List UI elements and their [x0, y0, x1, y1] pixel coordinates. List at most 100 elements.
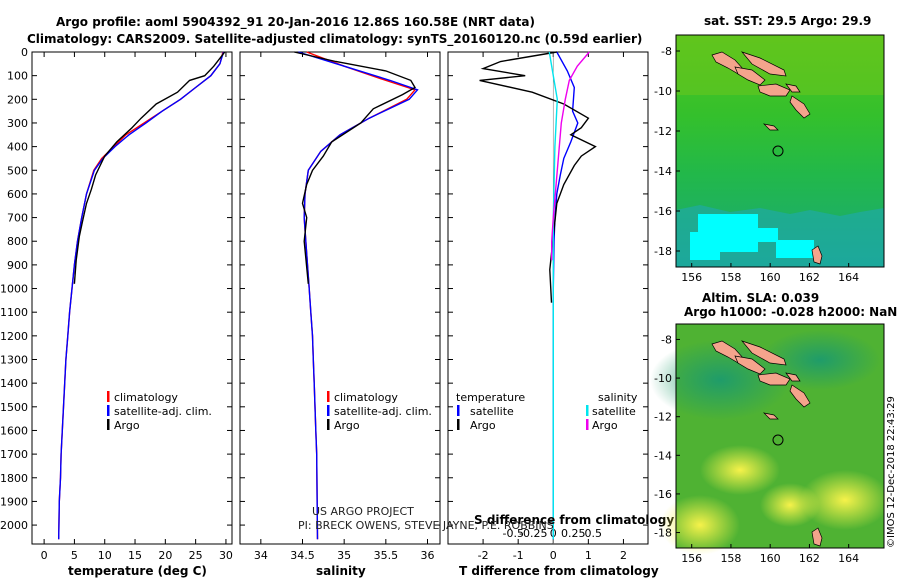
salinity-axis-label: salinity	[316, 564, 366, 578]
legend-argo-label: Argo	[334, 419, 360, 432]
lat-tick-label: -18	[654, 245, 672, 258]
x-tick-label: 36	[421, 549, 435, 562]
legend-argo-swatch	[327, 419, 330, 430]
lon-tick-label: 162	[799, 552, 820, 565]
sla-map-subtitle: Argo h1000: -0.028 h2000: NaN	[684, 305, 897, 319]
depth-tick-label: 1800	[0, 472, 28, 485]
series-salinity-satellite	[548, 51, 559, 540]
sst-warm-band	[676, 35, 884, 95]
lat-tick-label: -8	[661, 45, 672, 58]
figure-title-line1: Argo profile: aoml 5904392_91 20-Jan-201…	[56, 15, 535, 30]
depth-tick-label: 500	[7, 164, 28, 177]
salinity-panel-frame	[239, 51, 441, 545]
lon-tick-label: 162	[799, 271, 820, 284]
lon-tick-label: 164	[838, 271, 859, 284]
salinity-legend: climatology satellite-adj. clim. Argo	[327, 391, 432, 432]
x-tick-label: 20	[158, 549, 172, 562]
legend-s-sat-swatch	[586, 405, 589, 416]
island-rennell	[762, 412, 779, 420]
x-tick-label: 35.5	[374, 549, 399, 562]
legend-sat-swatch	[107, 405, 110, 416]
s-difference-axis-label: S difference from climatology	[474, 513, 674, 527]
x-tick-label: 25	[189, 549, 203, 562]
sla-map-frame	[675, 323, 885, 549]
sst-cold-patch	[690, 232, 720, 260]
legend-t-argo-label: Argo	[470, 419, 496, 432]
difference-legend: temperature satellite Argo salinity sate…	[456, 391, 638, 432]
series-argo	[294, 51, 416, 284]
x-tick-label: 15	[128, 549, 142, 562]
lon-tick-label: 160	[760, 271, 781, 284]
lon-tick-label: 156	[681, 552, 702, 565]
x-tick-label: 0	[550, 549, 557, 562]
legend-sat-label: satellite-adj. clim.	[114, 405, 212, 418]
t-difference-axis-label: T difference from climatology	[459, 564, 659, 578]
series-climatology	[58, 51, 224, 540]
island-guadalcanal	[757, 83, 791, 97]
island-santa-isabel	[740, 51, 787, 77]
legend-clim-label: climatology	[334, 391, 398, 404]
profile-location-marker	[772, 145, 784, 157]
temperature-plot: 0 5 10 15 20 25 30	[41, 51, 233, 562]
legend-salinity-header: salinity	[598, 391, 638, 404]
depth-tick-label: 2000	[0, 519, 28, 532]
legend-t-sat-label: satellite	[470, 405, 514, 418]
x-tick-label: 2	[620, 549, 627, 562]
island-malaita	[785, 83, 801, 93]
sst-cold-patch	[776, 240, 814, 258]
series-temperature-satellite	[552, 51, 579, 540]
legend-argo-swatch	[107, 419, 110, 430]
lat-tick-label: -16	[654, 205, 672, 218]
difference-panel-frame	[447, 51, 649, 545]
series-salinity-argo	[551, 51, 590, 261]
sla-high-patch	[660, 495, 740, 555]
depth-tick-label: 1500	[0, 401, 28, 414]
legend-s-argo-swatch	[586, 419, 589, 430]
island-rennell	[762, 123, 779, 131]
depth-tick-label: 1700	[0, 448, 28, 461]
lon-tick-label: 158	[720, 552, 741, 565]
sla-high-patch	[760, 483, 820, 527]
lat-tick-label: -8	[661, 333, 672, 346]
sst-map-title: sat. SST: 29.5 Argo: 29.9	[704, 14, 871, 28]
sla-map-title: Altim. SLA: 0.039	[702, 291, 819, 305]
credit-line1: US ARGO PROJECT	[312, 505, 414, 518]
legend-sat-swatch	[327, 405, 330, 416]
temperature-legend: climatology satellite-adj. clim. Argo	[107, 391, 212, 432]
depth-tick-label: 0	[21, 46, 28, 59]
depth-tick-label: 200	[7, 93, 28, 106]
series-argo	[73, 51, 226, 284]
x-tick-label: 34.5	[290, 549, 315, 562]
legend-clim-swatch	[107, 391, 110, 402]
depth-tick-label: 1100	[0, 306, 28, 319]
sst-cold-patch	[756, 228, 778, 242]
depth-tick-label: 800	[7, 235, 28, 248]
s-diff-tick-label: 0.5	[585, 527, 603, 540]
x-tick-label: 35	[337, 549, 351, 562]
series-satellite-adj-clim-	[58, 51, 225, 540]
depth-axis: 0 100 200 300 400 500 600 700 800 900 1000 1100 1200…	[0, 46, 648, 532]
legend-temperature-header: temperature	[456, 391, 525, 404]
depth-tick-label: 1300	[0, 354, 28, 367]
lat-tick-label: -14	[654, 449, 672, 462]
lat-tick-label: -14	[654, 165, 672, 178]
sst-map-axes: 156 158 160 162 164 -8 -10 -12 -14 -16 -18	[654, 45, 859, 284]
lat-tick-label: -10	[654, 372, 672, 385]
figure-title-line2: Climatology: CARS2009. Satellite-adjuste…	[27, 32, 642, 47]
depth-tick-label: 1900	[0, 495, 28, 508]
depth-tick-label: 400	[7, 141, 28, 154]
island-new-georgia	[734, 355, 766, 375]
x-tick-label: 5	[71, 549, 78, 562]
sla-high-patch	[700, 445, 780, 495]
depth-tick-label: 1400	[0, 377, 28, 390]
lon-tick-label: 160	[760, 552, 781, 565]
sst-map	[675, 34, 885, 268]
legend-sat-label: satellite-adj. clim.	[334, 405, 432, 418]
x-tick-label: -1	[513, 549, 524, 562]
salinity-plot: 34 34.5 35 35.5 36	[254, 51, 435, 562]
temperature-axis-label: temperature (deg C)	[68, 564, 207, 578]
depth-tick-label: 900	[7, 259, 28, 272]
depth-tick-label: 300	[7, 117, 28, 130]
s-diff-tick-label: 0.25	[561, 527, 586, 540]
